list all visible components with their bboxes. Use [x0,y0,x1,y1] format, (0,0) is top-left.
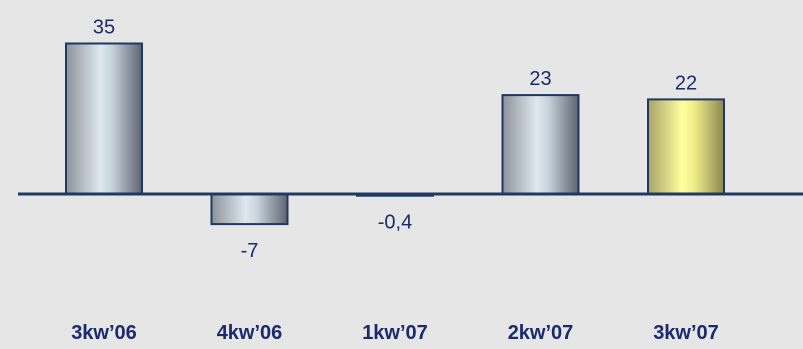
value-label-4: 23 [529,68,551,90]
category-label-5: 3kw’07 [653,322,719,344]
category-label-4: 2kw’07 [508,322,574,344]
bar-1 [65,42,143,195]
bar-2 [210,193,289,226]
value-label-1: 35 [93,17,115,39]
category-label-2: 4kw’06 [217,322,283,344]
value-label-3: -0,4 [378,212,412,234]
value-label-5: 22 [675,72,697,94]
category-label-3: 1kw’07 [362,322,428,344]
category-label-1: 3kw’06 [71,322,137,344]
bar-5 [647,98,725,195]
bar-4 [501,94,580,195]
value-label-2: -7 [241,240,259,262]
